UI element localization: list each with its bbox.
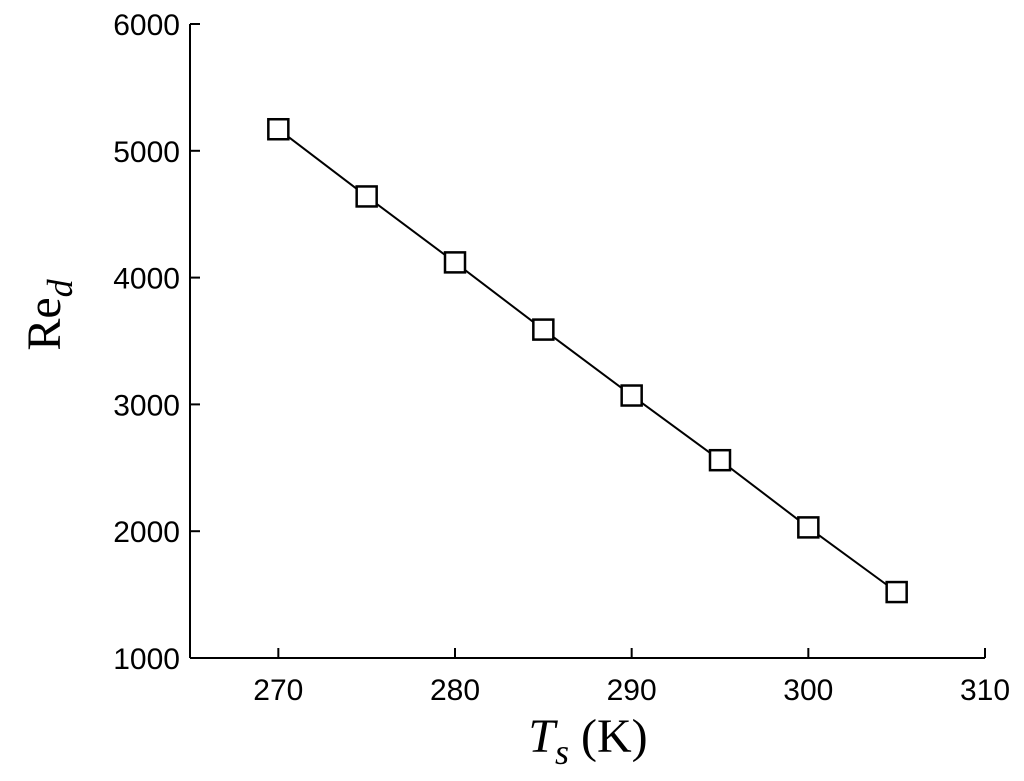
x-tick-label: 310 — [960, 674, 1010, 707]
ticks: 270 280 290 300 310 1000 2000 3000 4000 5000 6000 — [113, 9, 1010, 707]
x-tick-label: 270 — [253, 674, 303, 707]
data-point-marker — [532, 318, 555, 341]
y-axis-title-main: Re — [18, 297, 71, 350]
y-tick-label: 2000 — [113, 516, 180, 549]
x-axis-title-main: T — [528, 710, 558, 763]
y-tick-label: 6000 — [113, 9, 180, 42]
y-tick-label: 1000 — [113, 643, 180, 676]
x-tick-label: 300 — [783, 674, 833, 707]
x-tick-label: 280 — [430, 674, 480, 707]
y-axis-title: Red — [18, 278, 80, 350]
data-point-marker — [885, 580, 908, 604]
data-point-marker — [443, 251, 467, 274]
y-tick-label: 5000 — [113, 136, 180, 169]
data-point-marker — [797, 516, 820, 539]
axes — [189, 24, 985, 659]
y-axis-title-sub: d — [40, 278, 80, 297]
data-point-marker — [620, 384, 643, 407]
x-axis-unit: (K) — [581, 710, 648, 763]
y-tick-label: 4000 — [113, 263, 180, 296]
x-tick-label: 290 — [607, 674, 657, 707]
data-point-marker — [355, 185, 378, 208]
data-point-marker — [267, 117, 290, 141]
y-tick-label: 3000 — [113, 389, 180, 422]
data-point-marker — [708, 448, 732, 472]
series-line — [277, 128, 898, 593]
x-axis-title-sub: s — [555, 732, 569, 772]
series-layer — [267, 117, 908, 604]
x-axis-title: Ts (K) — [528, 710, 647, 772]
